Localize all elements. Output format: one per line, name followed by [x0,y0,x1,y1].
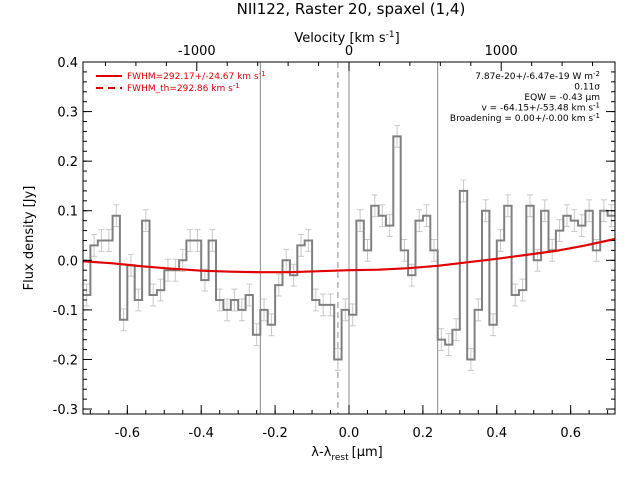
x-tick-label: 0.6 [560,426,581,441]
x-tick-label: -0.6 [115,426,140,441]
x-tick-label: 0.0 [339,426,360,441]
fit-info-line: EQW = -0.43 μm [524,93,600,103]
y-tick-label: 0.0 [57,254,78,269]
y-tick-label: 0.3 [57,106,78,121]
x-tick-label: 0.4 [486,426,507,441]
fit-info-line: v = -64.15+/-53.48 km s-1 [481,102,600,114]
fit-curve [82,237,616,274]
legend-label: FWHM_th=292.86 km s-1 [127,82,240,94]
x-tick-label: -0.2 [262,426,287,441]
axes-layer: -0.6 -0.4 -0.2 0.0 0.2 0.4 0.6 -0.3 -0.2 -0.1 0.0 0… [53,44,616,441]
y-tick-label: 0.2 [57,155,78,170]
y-tick-label: 0.1 [57,205,78,220]
y-tick-label: -0.2 [53,353,78,368]
vertical-lines-layer [259,62,439,414]
top-axis-title-sup: -1 [386,30,395,40]
fit-info-line: 0.11σ [574,83,600,93]
fit-info-line: Broadening = 0.00+/-0.00 km s-1 [450,112,600,124]
top-axis-title: Velocity [km s-1] [294,30,399,46]
y-tick-label: -0.3 [53,403,78,418]
y-tick-label: 0.4 [57,56,78,71]
fit-layer [82,237,616,274]
top-tick-label: -1000 [178,44,216,59]
x-axis-title-sub: rest [331,453,349,463]
x-axis-title-text: λ-λ [311,445,331,460]
y-tick-label: -0.1 [53,304,78,319]
y-axis-title: Flux density [Jy] [22,186,37,291]
top-tick-label: 1000 [485,44,518,59]
top-axis-title-end: ] [395,31,400,46]
x-tick-label: -0.4 [189,426,214,441]
legend-label: FWHM=292.17+/-24.67 km s-1 [127,70,266,82]
x-axis-title: λ-λrest [μm] [311,445,382,463]
legend: FWHM=292.17+/-24.67 km s-1FWHM_th=292.86… [96,70,266,94]
fit-info-line: 7.87e-20+/-6.47e-19 W m-2 [475,70,600,82]
x-tick-label: 0.2 [413,426,434,441]
top-axis-title-text: Velocity [km s [294,31,386,46]
x-axis-title-unit: [μm] [352,445,383,460]
top-tick-label: 0 [345,44,353,59]
chart-title: NII122, Raster 20, spaxel (1,4) [237,0,466,18]
